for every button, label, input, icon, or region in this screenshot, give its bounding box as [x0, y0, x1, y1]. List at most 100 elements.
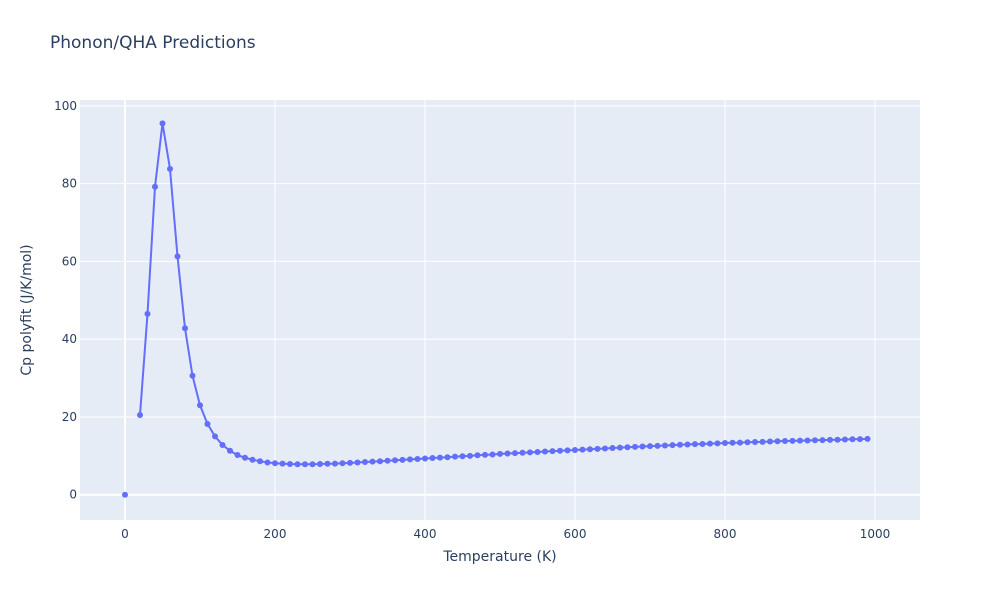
- data-point: [594, 445, 601, 452]
- data-point: [474, 452, 481, 459]
- data-point: [797, 437, 803, 444]
- x-tick-labels: 0 200 400 600 800 1000: [121, 527, 890, 541]
- data-point: [647, 443, 653, 450]
- data-point: [122, 491, 128, 498]
- data-point: [519, 449, 526, 456]
- data-point: [812, 437, 818, 444]
- data-point: [167, 165, 173, 172]
- data-point: [174, 253, 181, 260]
- data-point: [639, 443, 646, 450]
- y-tick-label: 100: [54, 99, 77, 113]
- data-point: [272, 460, 278, 467]
- data-point: [249, 456, 256, 463]
- data-point: [369, 458, 376, 465]
- data-point: [557, 447, 563, 454]
- data-point: [662, 442, 668, 449]
- data-point: [414, 455, 421, 462]
- data-point: [842, 436, 848, 443]
- data-point: [534, 448, 541, 455]
- data-point: [182, 325, 188, 332]
- data-point: [294, 461, 301, 468]
- data-point: [669, 442, 676, 449]
- data-point: [624, 444, 631, 451]
- data-point: [399, 456, 406, 463]
- data-point: [707, 440, 713, 447]
- data-point: [819, 437, 826, 444]
- data-point: [234, 452, 241, 459]
- data-point: [354, 459, 361, 466]
- data-point: [699, 440, 706, 447]
- data-point: [729, 439, 736, 446]
- y-axis-title: Cp polyfit (J/K/mol): [19, 244, 35, 375]
- y-tick-label: 20: [62, 410, 77, 424]
- data-point: [377, 458, 383, 465]
- data-point: [609, 445, 616, 452]
- data-point: [632, 443, 638, 450]
- data-point: [309, 461, 316, 468]
- data-point: [789, 437, 796, 444]
- data-point: [782, 438, 788, 445]
- data-point: [497, 450, 503, 457]
- data-point: [849, 436, 856, 443]
- x-tick-label: 600: [564, 527, 587, 541]
- data-point: [257, 458, 263, 465]
- data-point: [144, 310, 151, 317]
- y-tick-label: 60: [62, 254, 77, 268]
- y-tick-label: 0: [69, 488, 77, 502]
- data-point: [264, 459, 271, 466]
- data-point: [212, 433, 218, 440]
- data-point: [722, 440, 728, 446]
- data-point: [279, 460, 286, 467]
- data-point: [654, 442, 661, 449]
- x-tick-label: 800: [714, 527, 737, 541]
- data-point: [527, 449, 533, 456]
- data-point: [767, 438, 773, 445]
- data-point: [737, 439, 743, 446]
- data-point: [362, 459, 368, 466]
- data-point: [242, 454, 248, 461]
- data-point: [714, 440, 721, 447]
- data-point: [159, 120, 166, 127]
- y-tick-label: 40: [62, 332, 77, 346]
- data-point: [692, 441, 698, 448]
- data-point: [429, 454, 436, 461]
- data-point: [827, 436, 833, 443]
- y-tick-label: 80: [62, 177, 77, 191]
- data-point: [834, 436, 841, 443]
- data-point: [317, 461, 323, 467]
- data-point: [459, 453, 466, 460]
- data-point: [504, 450, 511, 457]
- x-axis-title: Temperature (K): [442, 549, 556, 565]
- data-point: [572, 447, 578, 453]
- data-point: [512, 450, 518, 457]
- x-tick-label: 400: [414, 527, 437, 541]
- data-point: [602, 445, 608, 452]
- data-point: [137, 412, 143, 418]
- data-point: [392, 457, 398, 464]
- data-point: [549, 448, 556, 455]
- data-point: [677, 441, 683, 448]
- data-point: [482, 451, 488, 458]
- data-point: [857, 436, 863, 443]
- data-point: [804, 437, 811, 444]
- series-markers: [122, 120, 871, 498]
- x-tick-label: 200: [264, 527, 287, 541]
- data-point: [437, 454, 443, 461]
- data-point: [189, 372, 196, 379]
- x-tick-label: 1000: [860, 527, 891, 541]
- data-point: [347, 459, 353, 466]
- plot-area: [80, 100, 920, 520]
- data-point: [864, 435, 871, 442]
- data-point: [744, 439, 751, 446]
- data-point: [384, 457, 391, 464]
- chart-title: Phonon/QHA Predictions: [50, 33, 256, 53]
- data-point: [587, 446, 593, 453]
- data-point: [219, 441, 226, 448]
- data-point: [287, 461, 293, 467]
- data-point: [332, 460, 338, 467]
- data-point: [759, 438, 766, 445]
- data-point: [564, 447, 571, 454]
- data-point: [752, 439, 758, 446]
- data-point: [197, 402, 203, 409]
